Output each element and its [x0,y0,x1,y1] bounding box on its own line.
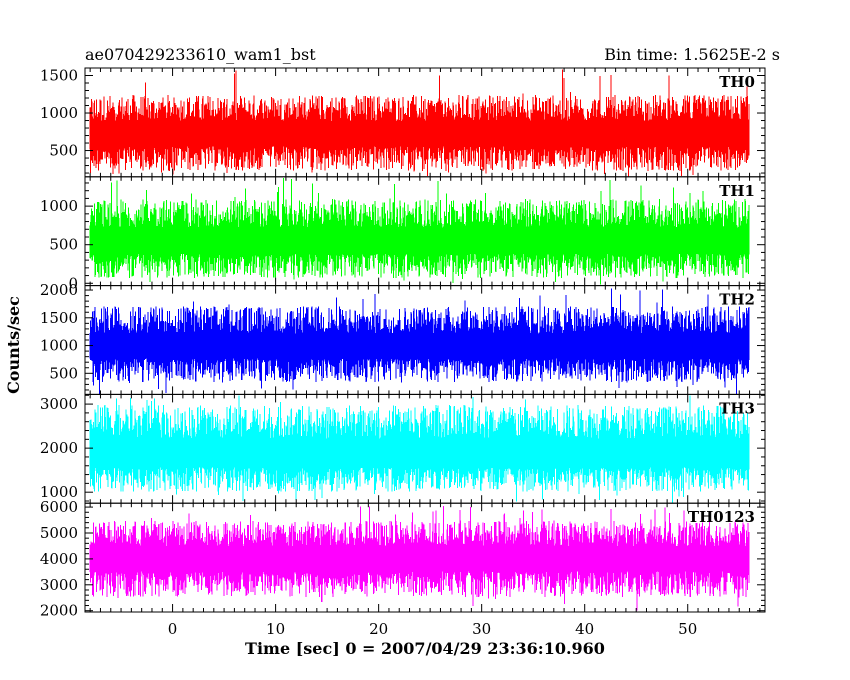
bin-time-label: Bin time: 1.5625E-2 s [604,45,780,64]
panel-th2: 500 1000 1500 2000 TH2 [40,281,766,395]
panel-frame [84,502,766,613]
y-tick-label: 1000 [40,104,78,122]
y-tick-label: 4000 [40,550,78,568]
y-tick-label: 500 [49,142,78,160]
x-tick-label: 50 [678,620,697,638]
x-tick-label: 40 [575,620,594,638]
panel-th3: 1000 2000 3000 TH3 [40,393,766,504]
x-tick-label: 30 [472,620,491,638]
y-tick-label: 500 [49,364,78,382]
y-tick-label: 0 [68,274,78,292]
y-tick-label: 2000 [40,281,78,299]
panel-label: TH0123 [688,508,755,526]
y-tick-label: 3000 [40,576,78,594]
panel-th0123: 2000 3000 4000 5000 6000 TH0123 [40,498,766,620]
y-tick-label: 1000 [40,483,78,501]
y-tick-label: 2000 [40,439,78,457]
y-tick-label: 1000 [40,197,78,215]
panel-label: TH0 [719,73,755,91]
y-tick-label: 2000 [40,602,78,620]
light-curve-th0123 [89,506,750,611]
light-curve-th1 [89,177,750,285]
y-tick-label: 1000 [40,337,78,355]
y-tick-label: 5000 [40,524,78,542]
panel-label: TH3 [719,399,755,417]
light-curve-th2 [89,288,750,395]
panel-label: TH2 [719,291,755,309]
panel-label: TH1 [719,182,755,200]
plot-title: ae070429233610_wam1_bst [85,45,316,64]
y-tick-label: 1500 [40,309,78,327]
light-curve-th0 [89,69,750,177]
x-tick-label: 10 [266,620,285,638]
light-curve-th3 [89,395,750,504]
panel-th0: 500 1000 1500 TH0 [40,67,766,178]
y-tick-label: 3000 [40,395,78,413]
x-tick-label: 0 [168,620,178,638]
x-axis-label: Time [sec] 0 = 2007/04/29 23:36:10.960 [245,639,605,658]
y-tick-label: 6000 [40,498,78,516]
y-tick-label: 1500 [40,67,78,85]
panel-th1: 0 500 1000 TH1 [40,176,766,292]
y-axis-label: Counts/sec [4,296,23,394]
x-tick-label: 20 [369,620,388,638]
y-tick-label: 500 [49,236,78,254]
